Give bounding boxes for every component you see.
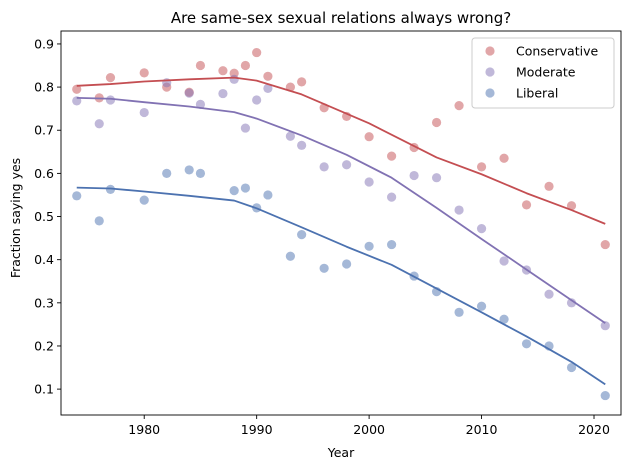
legend-label-liberal: Liberal [516, 86, 558, 101]
trend-line-conservative [76, 76, 606, 225]
y-tick-label: 0.6 [34, 166, 54, 181]
data-point-moderate [195, 99, 206, 109]
data-point-liberal [566, 362, 577, 373]
data-point-conservative [387, 151, 397, 161]
data-point-conservative [240, 60, 251, 71]
data-point-conservative [476, 162, 487, 172]
data-point-conservative [364, 132, 374, 142]
data-point-liberal [476, 301, 487, 311]
data-point-moderate [285, 131, 295, 141]
y-tick-label: 0.1 [34, 382, 54, 397]
data-point-liberal [184, 165, 194, 175]
data-point-liberal [364, 241, 374, 251]
data-point-conservative [454, 101, 464, 111]
y-tick-label: 0.4 [34, 252, 54, 267]
data-point-moderate [566, 298, 577, 308]
data-point-moderate [240, 123, 251, 133]
data-point-moderate [139, 107, 149, 118]
y-tick-label: 0.2 [34, 338, 54, 353]
data-point-liberal [162, 168, 172, 178]
data-point-moderate [454, 205, 464, 215]
legend-marker-conservative [485, 46, 495, 56]
data-point-conservative [139, 68, 149, 78]
data-point-moderate [252, 95, 262, 105]
data-point-moderate [544, 289, 554, 299]
data-point-conservative [72, 84, 82, 94]
data-point-liberal [297, 230, 307, 240]
data-point-moderate [105, 95, 116, 105]
legend-box [471, 37, 615, 109]
data-point-conservative [105, 72, 116, 83]
data-point-moderate [364, 177, 374, 187]
data-point-moderate [600, 321, 610, 331]
plot-frame [60, 30, 622, 416]
data-point-conservative [218, 66, 228, 76]
series-liberal-points [72, 165, 610, 401]
data-point-moderate [263, 83, 273, 93]
series-conservative-points [72, 47, 610, 250]
data-point-liberal [387, 239, 397, 250]
data-point-conservative [521, 200, 532, 210]
data-point-conservative [566, 201, 577, 211]
x-tick-label: 2020 [578, 422, 610, 437]
data-point-moderate [342, 160, 352, 170]
legend-marker-liberal [485, 88, 495, 98]
legend-marker-moderate [485, 67, 495, 77]
data-point-moderate [218, 88, 228, 99]
data-point-liberal [195, 168, 206, 178]
data-point-conservative [195, 60, 206, 71]
data-point-conservative [499, 153, 509, 163]
data-point-liberal [94, 216, 104, 226]
data-point-liberal [263, 190, 273, 200]
data-point-moderate [476, 224, 487, 234]
data-point-conservative [600, 239, 610, 250]
data-point-moderate [409, 170, 419, 181]
data-point-moderate [319, 162, 329, 172]
data-point-moderate [184, 88, 194, 98]
data-point-liberal [521, 339, 532, 349]
data-point-liberal [319, 263, 329, 273]
y-axis-label: Fraction saying yes [8, 158, 23, 278]
x-tick-label: 1990 [241, 422, 273, 437]
legend-label-moderate: Moderate [516, 65, 576, 80]
data-point-liberal [499, 314, 509, 324]
data-point-moderate [499, 256, 509, 266]
y-tick-label: 0.7 [34, 123, 54, 138]
data-point-conservative [252, 47, 262, 58]
x-axis-label: Year [327, 445, 355, 460]
y-tick-label: 0.3 [34, 295, 54, 310]
data-point-conservative [297, 77, 307, 87]
data-point-liberal [72, 191, 82, 201]
x-tick-label: 2000 [353, 422, 385, 437]
trend-line-liberal [76, 186, 606, 386]
x-tick-label: 1980 [128, 422, 160, 437]
y-tick-label: 0.9 [34, 36, 54, 51]
data-point-conservative [544, 181, 554, 191]
data-point-moderate [297, 140, 307, 150]
legend: Conservative Moderate Liberal [471, 37, 615, 109]
data-point-conservative [431, 117, 442, 128]
data-point-liberal [139, 195, 149, 205]
data-point-liberal [229, 186, 239, 196]
data-point-liberal [600, 390, 610, 401]
data-point-conservative [263, 71, 273, 81]
data-point-liberal [240, 183, 251, 193]
data-point-liberal [454, 307, 464, 317]
legend-label-conservative: Conservative [516, 44, 598, 59]
chart-title: Are same-sex sexual relations always wro… [171, 9, 511, 27]
data-point-moderate [94, 119, 104, 129]
data-point-moderate [431, 173, 442, 183]
data-point-moderate [387, 192, 397, 202]
y-tick-label: 0.8 [34, 80, 54, 95]
data-point-liberal [342, 259, 352, 269]
data-point-moderate [229, 74, 239, 84]
x-tick-label: 2010 [466, 422, 498, 437]
trend-line-moderate [76, 96, 606, 324]
data-point-liberal [285, 251, 295, 261]
plot-area: 1980 1990 2000 2010 2020 0.1 0.2 0.3 0.4 0.5 0.6 0.… [34, 30, 622, 437]
y-tick-label: 0.5 [34, 209, 54, 224]
